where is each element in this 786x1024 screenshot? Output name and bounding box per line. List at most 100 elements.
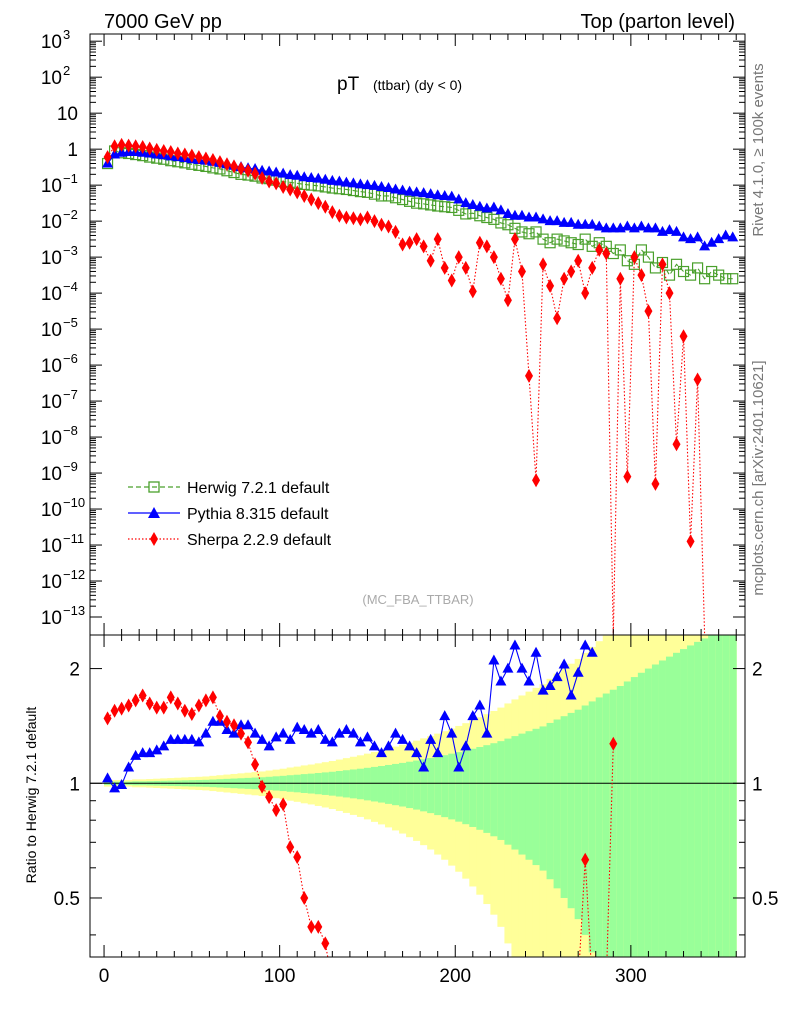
point-pythia [446, 190, 458, 201]
rivet-label: Rivet 4.1.0, ≥ 100k events [750, 63, 767, 236]
ratio-y-tick-label: 2 [69, 660, 80, 681]
point-herwig [691, 262, 704, 274]
point-pythia [404, 185, 416, 196]
ratio-point-pythia [151, 744, 163, 755]
ratio-point-sherpa [244, 735, 253, 750]
ratio-point-sherpa [166, 690, 175, 705]
band-1sigma [392, 763, 400, 806]
point-pythia [312, 172, 324, 183]
point-pythia [256, 164, 268, 175]
ratio-y-tick-label: 0.5 [54, 889, 80, 910]
band-1sigma [658, 660, 667, 957]
ratio-point-sherpa [307, 919, 316, 934]
point-herwig [706, 265, 718, 278]
band-1sigma [651, 664, 660, 957]
point-sherpa [201, 151, 210, 166]
point-herwig [684, 269, 697, 281]
ratio-point-pythia [298, 723, 310, 734]
line-sherpa [107, 144, 733, 636]
ratio-point-pythia [425, 733, 437, 744]
band-1sigma [504, 738, 512, 845]
y-tick-exponent: −10 [63, 495, 85, 510]
point-herwig [544, 237, 556, 249]
band-1sigma [680, 649, 688, 957]
point-sherpa [342, 210, 351, 225]
point-sherpa [595, 242, 604, 257]
point-sherpa [419, 239, 428, 254]
band-1sigma [588, 701, 597, 953]
ratio-point-sherpa [201, 693, 210, 708]
point-sherpa [194, 150, 203, 165]
point-pythia [572, 218, 584, 229]
x-tick-label: 300 [615, 966, 647, 987]
ratio-point-pythia [516, 662, 528, 673]
mcplots-label: mcplots.cern.ch [arXiv:2401.10621] [750, 360, 767, 595]
point-herwig [537, 233, 549, 245]
point-sherpa [517, 264, 526, 279]
line-herwig [107, 150, 733, 280]
ratio-point-pythia [502, 662, 514, 673]
ratio-point-pythia [530, 646, 542, 657]
point-pythia [439, 189, 451, 200]
point-pythia [340, 176, 352, 187]
point-sherpa [630, 250, 639, 265]
point-sherpa [532, 473, 541, 488]
point-sherpa [272, 176, 281, 191]
point-pythia [305, 171, 317, 182]
ratio-point-pythia [123, 761, 135, 772]
point-sherpa [461, 260, 470, 275]
point-sherpa [482, 239, 491, 254]
point-sherpa [229, 159, 238, 174]
point-pythia [551, 215, 563, 226]
y-tick-label: 10 [41, 32, 62, 53]
point-sherpa [384, 219, 393, 234]
point-herwig [565, 237, 577, 249]
point-sherpa [314, 196, 323, 211]
ratio-point-pythia [432, 747, 444, 758]
y-tick-label: 10 [57, 104, 78, 125]
point-herwig [432, 200, 444, 212]
ratio-point-pythia [137, 747, 149, 758]
y-tick-exponent: 3 [63, 27, 70, 42]
point-sherpa [391, 224, 400, 239]
y-tick-label: 10 [41, 608, 62, 629]
point-sherpa [567, 264, 576, 279]
ratio-point-pythia [249, 727, 261, 738]
legend-pythia-marker [148, 507, 160, 518]
point-pythia [621, 220, 633, 231]
point-pythia [474, 200, 486, 211]
point-sherpa [398, 237, 407, 252]
y-tick-exponent: −6 [63, 351, 78, 366]
point-sherpa [440, 260, 449, 275]
y-tick-label: 10 [41, 500, 62, 521]
point-sherpa [124, 138, 133, 153]
ratio-point-pythia [481, 727, 493, 738]
ratio-point-pythia [333, 727, 345, 738]
point-sherpa [503, 293, 512, 308]
ratio-point-pythia [467, 710, 479, 721]
point-sherpa [335, 208, 344, 223]
band-1sigma [363, 767, 372, 801]
point-sherpa [286, 182, 295, 197]
point-sherpa [602, 246, 611, 261]
point-pythia [558, 216, 570, 227]
point-sherpa [265, 174, 274, 189]
x-tick-label: 100 [264, 966, 296, 987]
point-sherpa [560, 271, 569, 286]
point-sherpa [237, 161, 246, 176]
point-sherpa [658, 257, 667, 272]
ratio-point-sherpa [229, 718, 238, 733]
point-sherpa [679, 329, 688, 344]
ratio-point-pythia [165, 733, 177, 744]
point-pythia [720, 229, 732, 240]
y-tick-exponent: −8 [63, 423, 78, 438]
band-1sigma [546, 722, 555, 880]
point-herwig [614, 244, 626, 256]
ratio-point-pythia [242, 719, 254, 730]
band-1sigma [476, 747, 484, 830]
y-tick-label: 10 [41, 428, 62, 449]
point-sherpa [574, 253, 583, 268]
ratio-point-pythia [579, 639, 591, 650]
y-tick-label: 10 [41, 572, 62, 593]
point-pythia [460, 197, 472, 208]
